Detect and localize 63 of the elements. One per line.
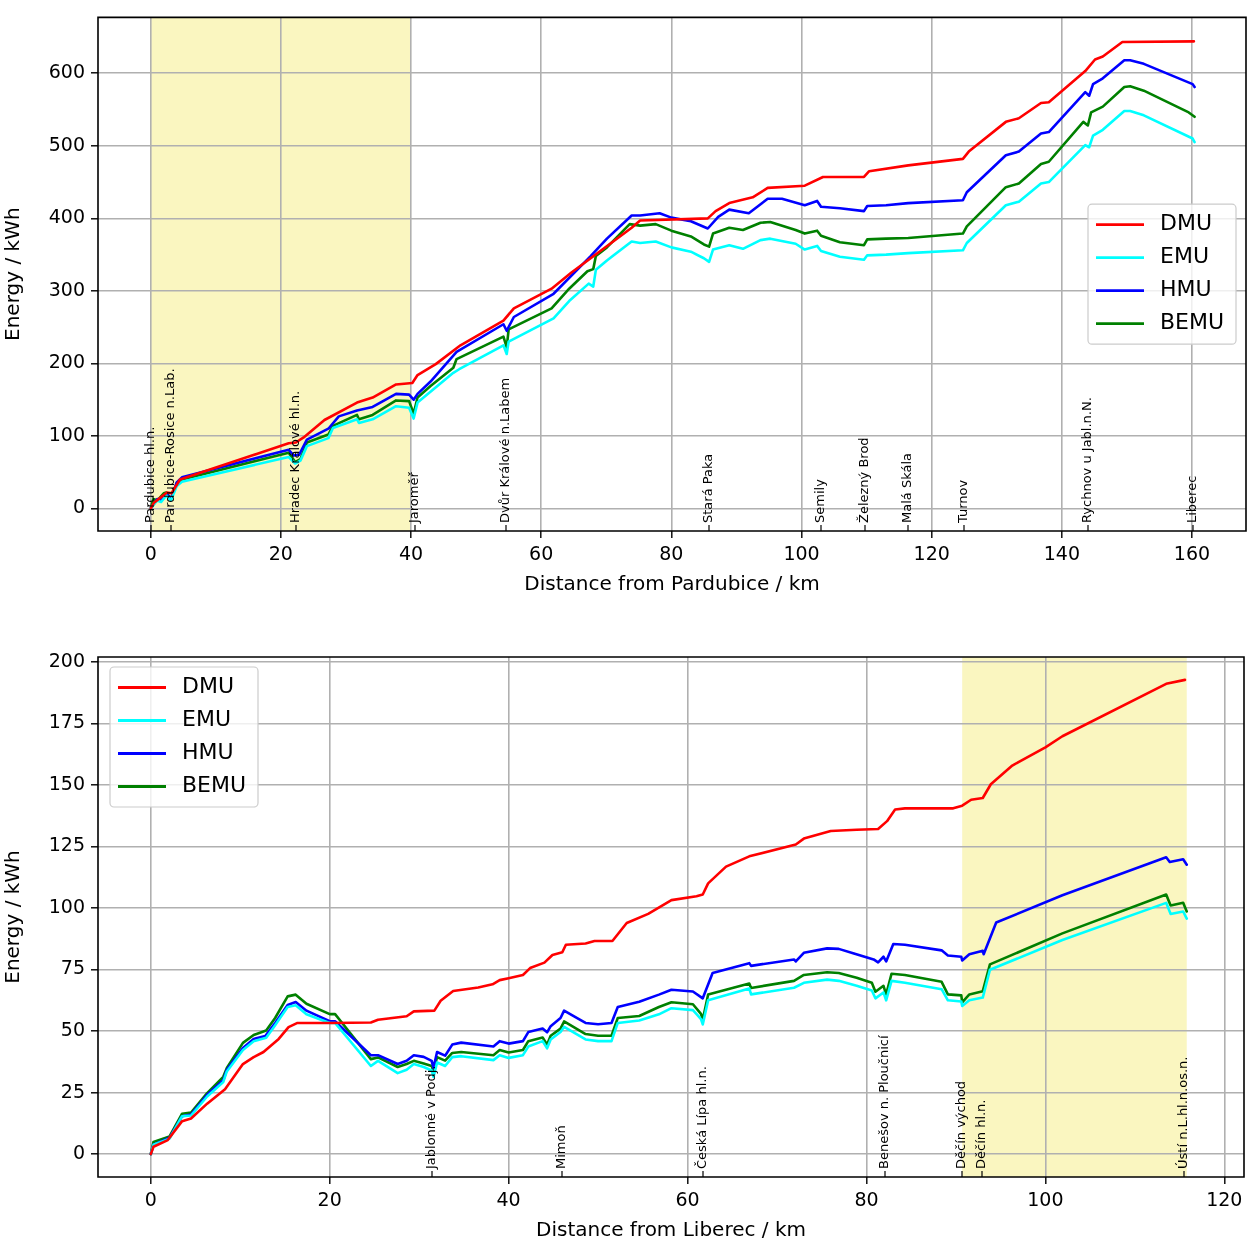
y-tick-label: 200 xyxy=(48,350,85,373)
y-tick-label: 0 xyxy=(72,1141,85,1164)
y-tick-label: 175 xyxy=(48,710,85,733)
legend-label: BEMU xyxy=(1160,309,1225,335)
x-tick-label: 80 xyxy=(659,542,684,565)
annotation: Rychnov u Jabl.n.N. xyxy=(1079,397,1095,523)
y-tick-label: 150 xyxy=(48,771,85,794)
legend-label: DMU xyxy=(182,673,235,699)
x-tick-label: 140 xyxy=(1043,542,1080,565)
legend-label: HMU xyxy=(182,739,234,765)
annotation: Česká Lípa hl.n. xyxy=(694,1066,710,1169)
x-tick-label: 0 xyxy=(144,542,157,565)
legend-label: EMU xyxy=(1160,243,1209,269)
y-tick-label: 600 xyxy=(48,60,85,83)
x-tick-label: 40 xyxy=(496,1188,521,1211)
annotation: Jaroměř xyxy=(406,471,422,524)
annotation: Pardubice hl.n. xyxy=(142,426,158,523)
x-tick-label: 60 xyxy=(529,542,554,565)
x-tick-label: 100 xyxy=(783,542,820,565)
annotation: Železný Brod xyxy=(856,437,872,523)
legend-label: EMU xyxy=(182,706,231,732)
y-tick-label: 125 xyxy=(48,833,85,856)
y-axis-title: Energy / kWh xyxy=(0,850,25,984)
y-tick-label: 500 xyxy=(48,132,85,155)
annotation: Hradec Králové hl.n. xyxy=(287,390,303,523)
annotation: Turnov xyxy=(955,479,971,524)
x-tick-label: 20 xyxy=(317,1188,342,1211)
y-tick-label: 50 xyxy=(60,1018,85,1040)
x-tick-label: 120 xyxy=(1206,1188,1243,1211)
y-tick-label: 100 xyxy=(48,894,85,917)
x-tick-label: 0 xyxy=(144,1188,157,1211)
x-tick-label: 160 xyxy=(1173,542,1211,565)
x-axis-title: Distance from Liberec / km xyxy=(535,1217,807,1242)
y-tick-label: 25 xyxy=(60,1079,85,1102)
annotation: Ústí n.L.hl.n.os.n. xyxy=(1175,1056,1191,1169)
y-tick-label: 200 xyxy=(48,648,85,671)
legend-label: HMU xyxy=(1160,276,1212,302)
legend-label: BEMU xyxy=(182,772,247,798)
annotation: Malá Skála xyxy=(899,453,915,523)
annotation: Jablonné v Podj. xyxy=(423,1065,439,1170)
x-tick-label: 60 xyxy=(675,1188,700,1211)
annotation: Liberec xyxy=(1184,475,1200,523)
annotation: Pardubice-Rosice n.Lab. xyxy=(162,368,178,523)
y-axis-title: Energy / kWh xyxy=(0,207,25,341)
annotation: Mimoň xyxy=(553,1125,569,1169)
annotation: Děčín hl.n. xyxy=(973,1099,989,1169)
annotation: Semily xyxy=(812,478,828,523)
x-tick-label: 40 xyxy=(398,542,424,565)
legend-label: DMU xyxy=(1160,210,1213,236)
y-tick-label: 400 xyxy=(48,205,85,228)
annotation: Děčín východ xyxy=(953,1080,969,1169)
x-tick-label: 80 xyxy=(854,1188,879,1211)
y-tick-label: 100 xyxy=(48,422,85,445)
x-tick-label: 100 xyxy=(1027,1188,1064,1211)
annotation: Dvůr Králové n.Labem xyxy=(497,377,513,523)
x-tick-label: 120 xyxy=(913,542,950,565)
y-tick-label: 75 xyxy=(60,956,85,979)
annotation: Benešov n. Ploučnicí xyxy=(876,1035,892,1169)
y-tick-label: 300 xyxy=(48,277,85,300)
y-tick-label: 0 xyxy=(72,495,85,518)
x-tick-label: 20 xyxy=(268,542,293,565)
annotation: Stará Paka xyxy=(700,453,716,523)
x-axis-title: Distance from Pardubice / km xyxy=(524,571,820,596)
